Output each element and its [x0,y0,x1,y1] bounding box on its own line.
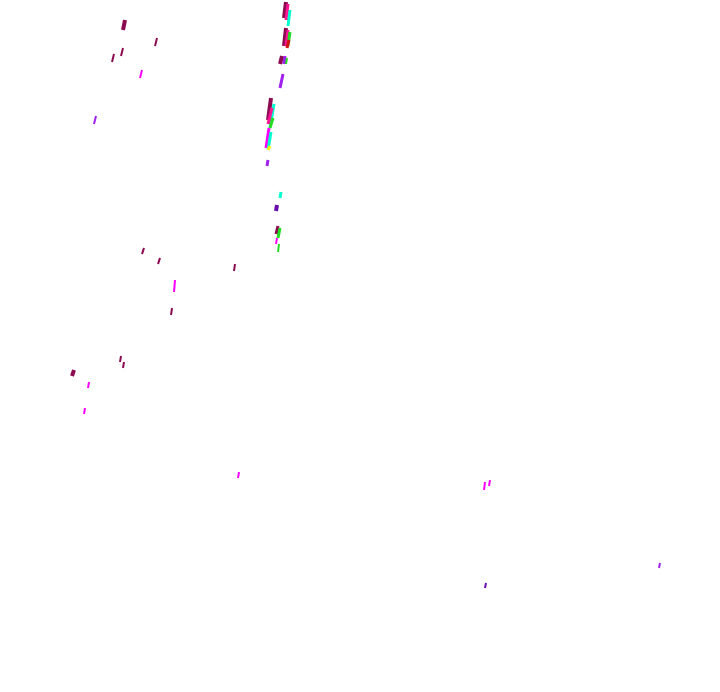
color-stroke-mark [170,307,173,316]
color-stroke-mark [277,243,280,253]
color-stroke-mark [264,127,271,149]
color-stroke-mark [282,55,287,65]
color-stroke-mark [83,407,86,415]
color-stroke-mark [93,115,97,125]
color-stroke-mark [285,57,288,65]
color-stroke-mark [120,47,124,57]
color-stroke-mark [233,263,236,272]
color-stroke-mark [284,29,290,47]
color-stroke-mark [278,191,283,199]
color-stroke-mark [265,159,270,167]
color-stroke-mark [157,257,161,265]
color-stroke-mark [237,471,240,479]
color-stroke-mark [282,27,288,47]
color-stroke-mark [139,69,143,79]
color-stroke-mark [484,582,487,589]
color-stroke-mark [278,55,284,65]
color-stroke-mark [70,369,76,377]
color-stroke-mark [154,37,158,47]
color-stroke-mark [274,204,279,212]
color-stroke-mark [268,117,275,129]
color-stroke-mark [274,225,280,235]
color-stroke-mark [282,1,288,19]
color-stroke-mark [275,237,278,245]
color-stroke-mark [122,361,125,369]
color-stroke-mark [111,53,115,63]
color-stroke-mark [87,381,90,389]
color-stroke-mark [286,9,292,27]
color-stroke-mark [488,479,491,487]
color-stroke-mark [278,73,285,89]
color-stroke-mark [266,107,274,125]
color-stroke-mark [285,39,291,49]
color-stroke-mark [284,3,290,21]
color-stroke-mark [276,227,282,239]
color-stroke-mark [141,247,145,255]
color-stroke-mark [658,562,661,569]
color-stroke-mark [483,481,486,491]
color-stroke-mark [119,355,122,363]
color-stroke-mark [121,19,127,31]
color-stroke-mark [173,279,176,293]
color-stroke-mark [266,145,272,151]
